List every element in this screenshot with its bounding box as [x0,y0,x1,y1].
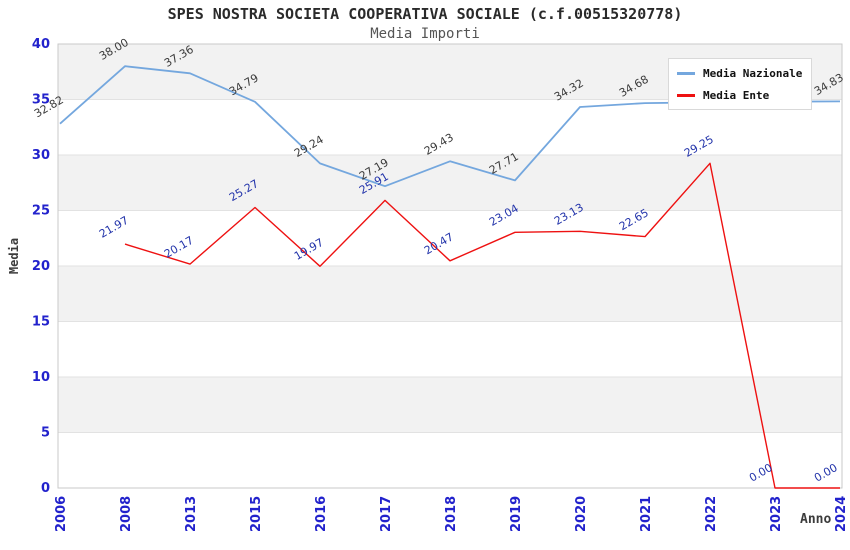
x-tick-label: 2022 [704,496,719,532]
y-tick-label: 5 [41,426,50,441]
plot-band [58,321,842,377]
y-tick-label: 20 [32,259,50,274]
plot-band [58,432,842,488]
plot-band [58,210,842,266]
series-line-media-ente [124,162,840,489]
x-axis-title: Anno [800,512,832,527]
x-tick-label: 2013 [184,496,199,532]
y-tick-label: 10 [32,370,50,385]
x-tick-label: 2017 [379,496,394,532]
x-tick-label: 2021 [639,496,654,532]
legend-item-media-nazionale: Media Nazionale [677,65,803,81]
x-tick-label: 2023 [769,496,784,532]
x-tick-label: 2019 [509,496,524,532]
plot-band [58,266,842,322]
chart-title: SPES NOSTRA SOCIETA COOPERATIVA SOCIALE … [167,5,683,23]
legend-label: Media Ente [703,88,770,102]
media-nazionale-line-swatch-icon [677,71,695,75]
y-tick-label: 40 [32,37,50,52]
plot-border [57,43,843,489]
legend-item-media-ente: Media Ente [677,87,803,103]
y-axis-title: Media [7,237,21,275]
x-tick-label: 2020 [574,496,589,532]
x-tick-label: 2016 [314,496,329,532]
legend-box: Media Nazionale Media Ente [668,58,812,110]
x-tick-label: 2008 [119,496,134,532]
media-ente-line-swatch-icon [677,93,695,97]
y-tick-label: 35 [32,93,50,108]
x-tick-label: 2006 [54,496,69,532]
chart-subtitle: Media Importi [370,26,480,42]
y-tick-label: 0 [41,481,50,496]
y-tick-label: 25 [32,204,50,219]
x-tick-label: 2018 [444,496,459,532]
plot-band [58,377,842,433]
y-tick-label: 15 [32,315,50,330]
x-tick-label: 2024 [834,496,849,532]
plot-band [58,155,842,211]
y-tick-label: 30 [32,148,50,163]
legend-label: Media Nazionale [703,66,803,80]
x-tick-label: 2015 [249,496,264,532]
